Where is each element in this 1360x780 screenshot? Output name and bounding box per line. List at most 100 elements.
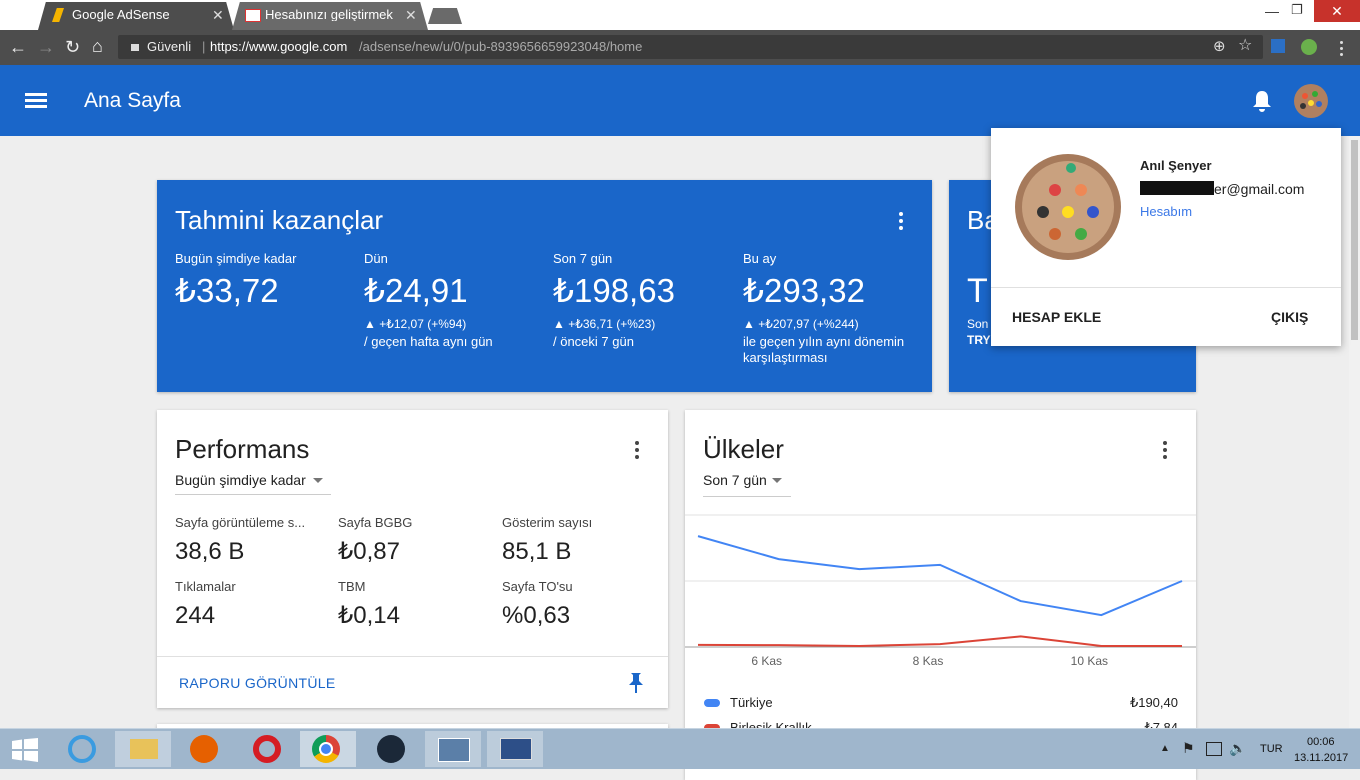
extension[interactable] [1301,39,1317,55]
select-underline [175,494,331,495]
balance-value: T [967,272,988,310]
clock-time[interactable]: 00:06 [1307,736,1335,748]
select-underline [703,496,791,497]
language[interactable]: TUR [1260,743,1283,755]
metric-label: Tıklamalar [175,579,236,594]
tab-inactive[interactable] [232,2,428,30]
close-window[interactable]: ✕ [1314,0,1360,22]
dropdown-arrow[interactable] [772,478,782,483]
redaction [1140,181,1214,195]
countries-chart: 6 Kas 8 Kas 10 Kas [685,514,1196,668]
tab-close[interactable]: ✕ [405,7,417,23]
metric-label: Sayfa TO'su [502,579,573,594]
tab-title: Google AdSense [72,7,170,22]
metric-value: 85,1 B [502,538,572,565]
x-tick-label: 8 Kas [913,654,944,668]
earnings-value: ₺24,91 [364,272,468,309]
pin-button[interactable] [627,672,645,694]
countries-card [685,410,1196,780]
card-title: Tahmini kazançlar [175,205,384,235]
earnings-value: ₺33,72 [175,272,279,309]
x-tick-label: 6 Kas [751,654,782,668]
tray-expand[interactable]: ▲ [1160,743,1170,754]
tray-flag[interactable]: ⚑ [1182,740,1195,756]
sign-out-button[interactable]: ÇIKIŞ [1271,309,1309,325]
app-opera[interactable] [253,735,281,763]
new-tab[interactable] [428,8,462,24]
tray-volume[interactable]: 🔈 [1229,740,1247,756]
dropdown-arrow[interactable] [313,478,323,483]
separator: | [202,39,206,54]
scrollbar[interactable] [1349,136,1360,728]
legend-swatch [704,699,720,707]
tab-title: Hesabınızı geliştirmek içi [265,8,397,21]
metric-value: 38,6 B [175,538,245,565]
secure-label: Güvenli [147,39,192,54]
view-report-button[interactable]: RAPORU GÖRÜNTÜLE [179,675,336,691]
x-tick-label: 10 Kas [1071,654,1108,668]
metric-label: TBM [338,579,366,594]
account-name: Anıl Şenyer [1140,158,1212,173]
period-select[interactable]: Bugün şimdiye kadar [175,472,306,488]
extension[interactable] [1271,39,1285,53]
reload[interactable]: ↻ [65,37,81,57]
performance-card [157,410,668,708]
back[interactable]: ← [9,37,27,57]
scrollbar-thumb[interactable] [1351,140,1358,340]
metric-label: Sayfa görüntüleme s... [175,515,306,530]
metric-value: ₺0,87 [338,538,400,565]
account-link[interactable]: Hesabım [1140,204,1193,219]
card-title: Performans [175,434,310,464]
app-firefox[interactable] [190,735,218,763]
earnings-change: ▲ +₺36,71 (+%23) [553,317,656,331]
minimize[interactable]: — [1265,3,1279,19]
avatar[interactable] [1293,83,1329,119]
taskbar: ▲ ⚑ 🔈 TUR 00:06 13.11.2017 [0,728,1360,769]
home[interactable]: ⌂ [92,36,103,56]
legend-label: Türkiye [730,695,773,710]
card-menu[interactable] [899,212,903,233]
bookmark[interactable]: ☆ [1238,37,1253,54]
balance-currency: TRY [967,333,991,347]
forward[interactable]: → [37,37,55,57]
period-select[interactable]: Son 7 gün [703,472,767,488]
balance-label: Son [967,317,989,331]
earnings-label: Bugün şimdiye kadar [175,251,297,266]
card-menu[interactable] [1163,441,1167,462]
tab-active[interactable] [38,2,234,30]
metric-value: %0,63 [502,602,571,629]
app-steam[interactable] [377,735,405,763]
zoom-icon[interactable]: ⊕ [1213,38,1226,55]
series-line [697,535,1183,617]
add-account-button[interactable]: HESAP EKLE [1012,309,1102,325]
account-email: er@gmail.com [1214,181,1305,197]
menu-button[interactable] [25,93,47,108]
browser-menu[interactable] [1340,41,1344,59]
notifications[interactable] [1251,89,1273,113]
maximize[interactable]: ❐ [1291,2,1303,17]
clock-date[interactable]: 13.11.2017 [1294,752,1349,764]
divider [991,287,1341,288]
earnings-note: ile geçen yılın aynı dönemin karşılaştır… [743,334,905,365]
divider [157,656,668,657]
earnings-note: / önceki 7 gün [553,334,634,349]
earnings-label: Son 7 gün [553,251,613,266]
tab-icon [245,9,261,22]
card-menu[interactable] [635,441,639,462]
start-button[interactable] [12,738,38,762]
url-path: /adsense/new/u/0/pub-8939656659923048/ho… [359,39,643,54]
tray-network[interactable] [1206,742,1222,756]
legend-total: ₺190,40 [1129,695,1178,710]
omnibox[interactable] [118,35,1263,59]
chrome-center [319,742,333,756]
earnings-value: ₺293,32 [743,272,865,309]
earnings-value: ₺198,63 [553,272,675,309]
account-avatar [1015,154,1121,260]
tab-close[interactable]: ✕ [212,7,224,23]
app-ie[interactable] [68,735,96,763]
earnings-note: / geçen hafta aynı gün [364,334,493,349]
metric-value: 244 [175,602,216,629]
earnings-label: Bu ay [743,251,777,266]
page-title: Ana Sayfa [84,89,181,112]
